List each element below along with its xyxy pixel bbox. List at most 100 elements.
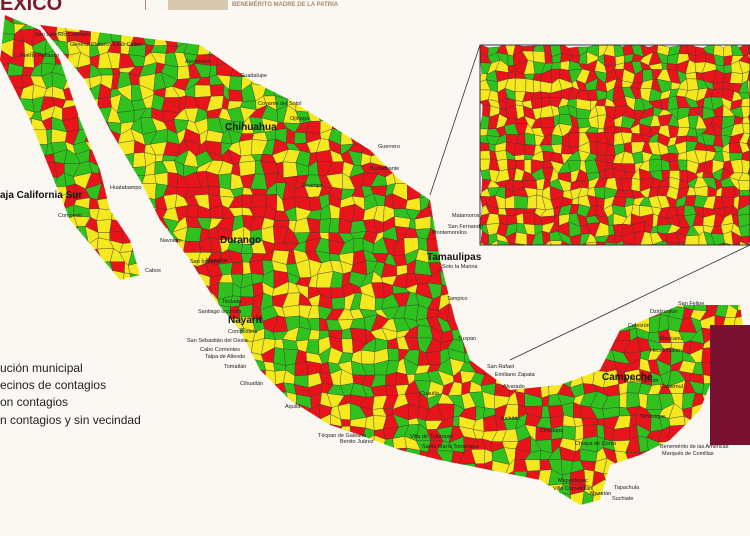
place-label: Santa María Tonameca [422,444,480,450]
municipality [392,436,407,450]
region-label: Durango [220,235,261,246]
municipality [514,78,527,93]
municipality [273,220,290,228]
place-label: Cihuatlán [240,381,263,387]
municipality [703,231,715,245]
municipality [524,459,541,472]
municipality [514,231,528,245]
municipality [738,180,750,191]
municipality [652,240,664,245]
municipality [596,241,606,245]
place-label: Suchiate [612,496,633,502]
municipality [612,426,631,442]
municipality [615,240,624,245]
municipality [684,234,700,245]
municipality [581,418,598,426]
municipality [741,116,750,124]
side-panel [710,325,750,445]
place-label: Emiliano Zapata [495,372,536,378]
place-label: Cabos [145,268,161,274]
place-labels: aja California Sur Chihuahua Durango Nayari… [0,32,729,502]
municipality [605,242,617,245]
region-label: aja California Sur [0,190,82,201]
municipality [132,152,147,168]
municipality [739,142,750,154]
municipality [737,203,750,216]
place-label: General Plutarco Elías Calles [70,42,142,48]
municipality [524,132,536,146]
municipality [329,253,341,262]
municipality [622,240,634,245]
municipality [562,425,576,441]
municipality [387,348,400,362]
municipality [747,239,750,245]
place-label: Ocampo [302,183,323,189]
place-label: Ascensión [185,59,210,65]
inset-frame [479,44,750,246]
divider [145,0,146,10]
place-label: Guerrero [378,144,400,150]
place-label: Tecuala [222,299,242,305]
municipality [522,212,535,225]
municipality [568,132,580,148]
place-label: Mapastepec [558,478,588,484]
municipality [331,296,346,310]
municipality [96,219,112,233]
municipality [631,177,641,192]
municipality [589,141,598,156]
municipality [738,54,750,65]
municipality [746,143,750,151]
place-label: Champotón [630,378,658,384]
municipality [274,338,285,350]
municipality [360,349,376,365]
municipality [688,106,699,117]
municipality [739,190,750,197]
municipality [557,231,573,245]
place-label: Villa de Tututepec [410,434,454,440]
municipality [185,227,202,242]
municipality [658,314,669,333]
place-label: Dzidzantún [650,309,678,315]
municipality [737,213,750,228]
municipality [539,116,555,128]
municipality [747,71,750,81]
municipality [733,241,741,245]
municipality [282,161,298,178]
inset-map [480,45,750,245]
municipality [621,232,636,245]
place-label: San Luis Río Colorado [35,32,90,38]
place-label: Maxcanú [660,336,682,342]
place-label: Benito Juárez [340,439,374,445]
municipality [532,50,546,64]
municipality [585,241,597,245]
municipality [738,172,750,181]
municipality [96,208,113,221]
municipality [480,158,491,172]
municipality [544,240,552,245]
legend-item: ecinos de contagios [0,378,106,392]
place-label: Mazatán [590,491,611,497]
place-label: Tuxpan [458,336,476,342]
municipality [665,241,681,245]
place-label: Soto la Marina [442,264,478,270]
place-label: Benemérito de las Américas [660,444,729,450]
municipality [693,186,709,197]
region-label: Tamaulipas [427,252,482,263]
municipality [661,62,668,70]
municipality [737,195,750,211]
municipality [340,419,351,427]
place-label: Ojinaga [290,116,310,122]
municipality [154,172,168,186]
municipality [508,242,516,245]
municipality [741,123,750,134]
municipality [729,72,743,84]
municipality [250,188,268,196]
municipality [482,104,491,118]
place-label: San Sebastián del Oeste [187,338,248,344]
municipality [504,208,517,216]
municipality [738,92,750,100]
municipality [263,361,276,372]
place-label: Santiago Ixcuintla [198,309,242,315]
municipality [507,158,517,170]
